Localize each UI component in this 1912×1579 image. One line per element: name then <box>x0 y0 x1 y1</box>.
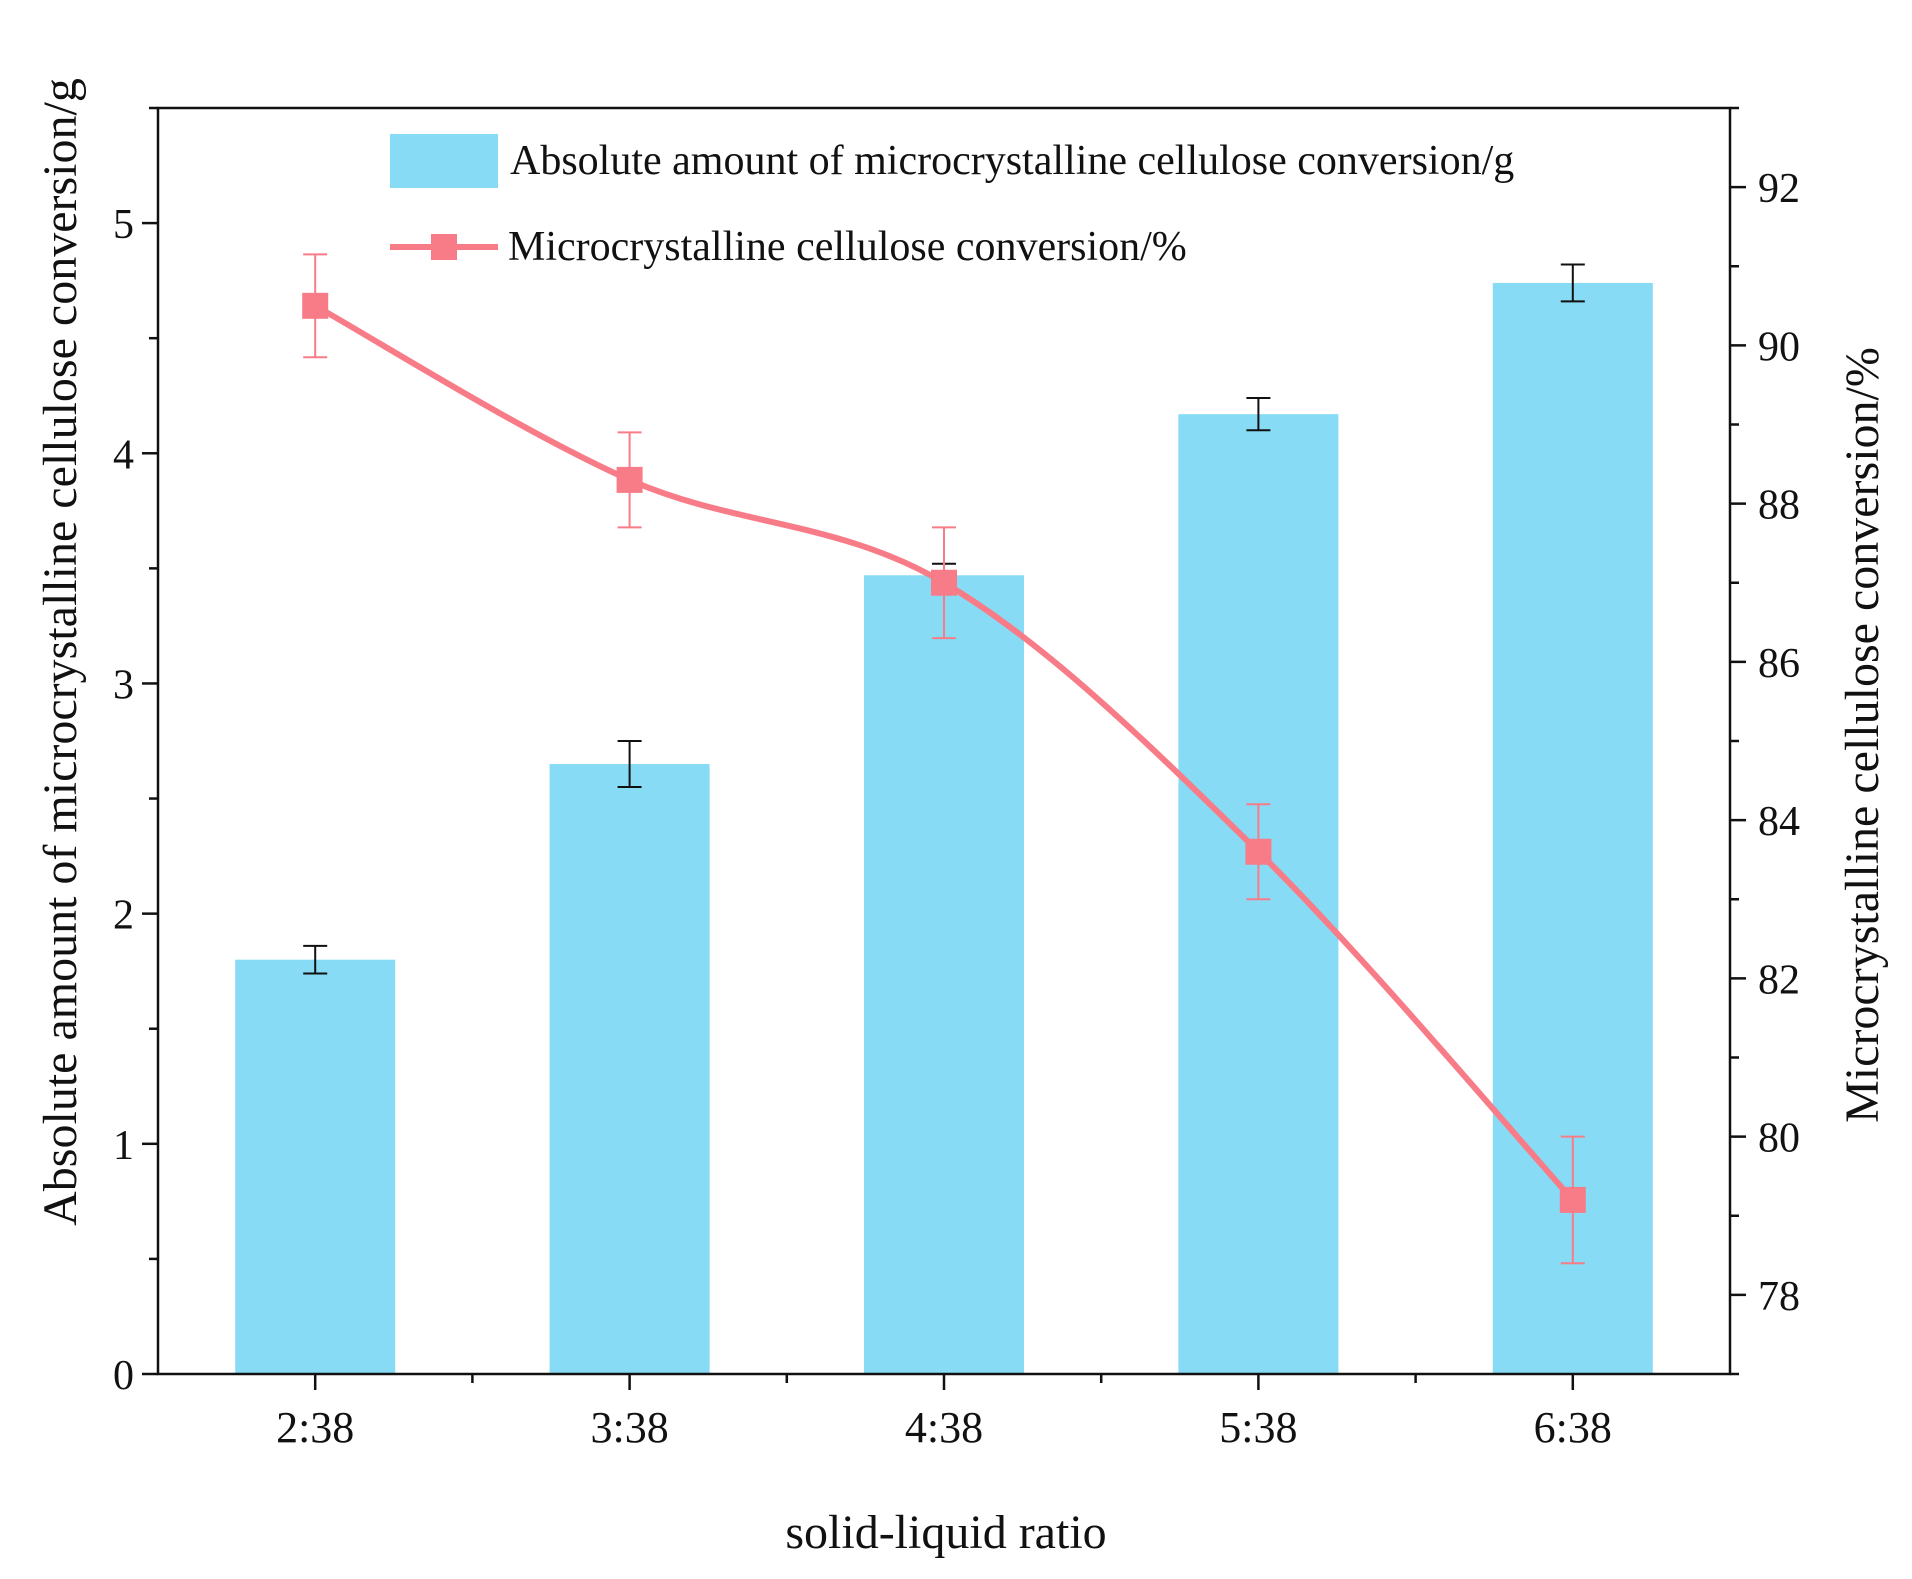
bar-error-5:38 <box>1246 397 1271 432</box>
y-left-tick-label: 5 <box>113 202 134 248</box>
legend-label-line: Microcrystalline cellulose conversion/% <box>508 224 1187 270</box>
y-right-tick-label: 82 <box>1758 957 1800 1003</box>
line-marker-3:38 <box>616 466 643 493</box>
y-axis-right-label: Microcrystalline cellulose conversion/% <box>1836 347 1889 1123</box>
x-tick-label: 4:38 <box>905 1403 983 1452</box>
line-series-path <box>313 303 1576 1202</box>
y-right-tick-label: 88 <box>1758 483 1800 529</box>
bar-error-6:38 <box>1560 263 1585 303</box>
x-tick-label: 6:38 <box>1534 1403 1612 1452</box>
y-right-tick-label: 84 <box>1758 799 1800 845</box>
line-marker-6:38 <box>1559 1186 1586 1213</box>
line-series-layer <box>302 253 1586 1265</box>
y-right-tick-label: 90 <box>1758 324 1800 370</box>
y-right-tick-label: 78 <box>1758 1274 1800 1320</box>
legend-swatch-marker <box>431 234 457 260</box>
y-right-tick-label: 92 <box>1758 166 1800 212</box>
y-left-tick-label: 3 <box>113 662 134 708</box>
x-tick-label: 2:38 <box>276 1403 354 1452</box>
y-left-tick-label: 0 <box>113 1353 134 1399</box>
y-left-tick-label: 1 <box>113 1123 134 1169</box>
y-left-tick-label: 2 <box>113 893 134 939</box>
y-right-tick-label: 80 <box>1758 1116 1800 1162</box>
bars-layer <box>235 282 1653 1374</box>
bar-error-2:38 <box>303 944 328 975</box>
y-left-tick-label: 4 <box>113 432 134 478</box>
x-axis-label: solid-liquid ratio <box>785 1506 1106 1559</box>
bar-4:38 <box>864 575 1024 1374</box>
y-right-tick-label: 86 <box>1758 641 1800 687</box>
x-tick-label: 3:38 <box>590 1403 668 1452</box>
legend: Absolute amount of microcrystalline cell… <box>390 134 1514 270</box>
line-marker-2:38 <box>302 292 329 319</box>
bar-3:38 <box>549 764 710 1374</box>
bar-error-3:38 <box>617 740 642 789</box>
line-marker-5:38 <box>1245 838 1272 865</box>
legend-label-bar: Absolute amount of microcrystalline cell… <box>510 138 1514 184</box>
legend-swatch-bar <box>390 134 498 188</box>
axes-layer: 0 1 2 3 4 5 78 80 82 84 86 88 90 92 2:38 3:38 4:38 5:38 6:… <box>113 106 1800 1452</box>
line-marker-4:38 <box>931 569 957 596</box>
y-axis-left-label: Absolute amount of microcrystalline cell… <box>34 78 87 1226</box>
axis-labels: solid-liquid ratio Absolute amount of mi… <box>34 78 1889 1559</box>
bar-2:38 <box>235 959 396 1374</box>
x-tick-label: 5:38 <box>1219 1403 1297 1452</box>
